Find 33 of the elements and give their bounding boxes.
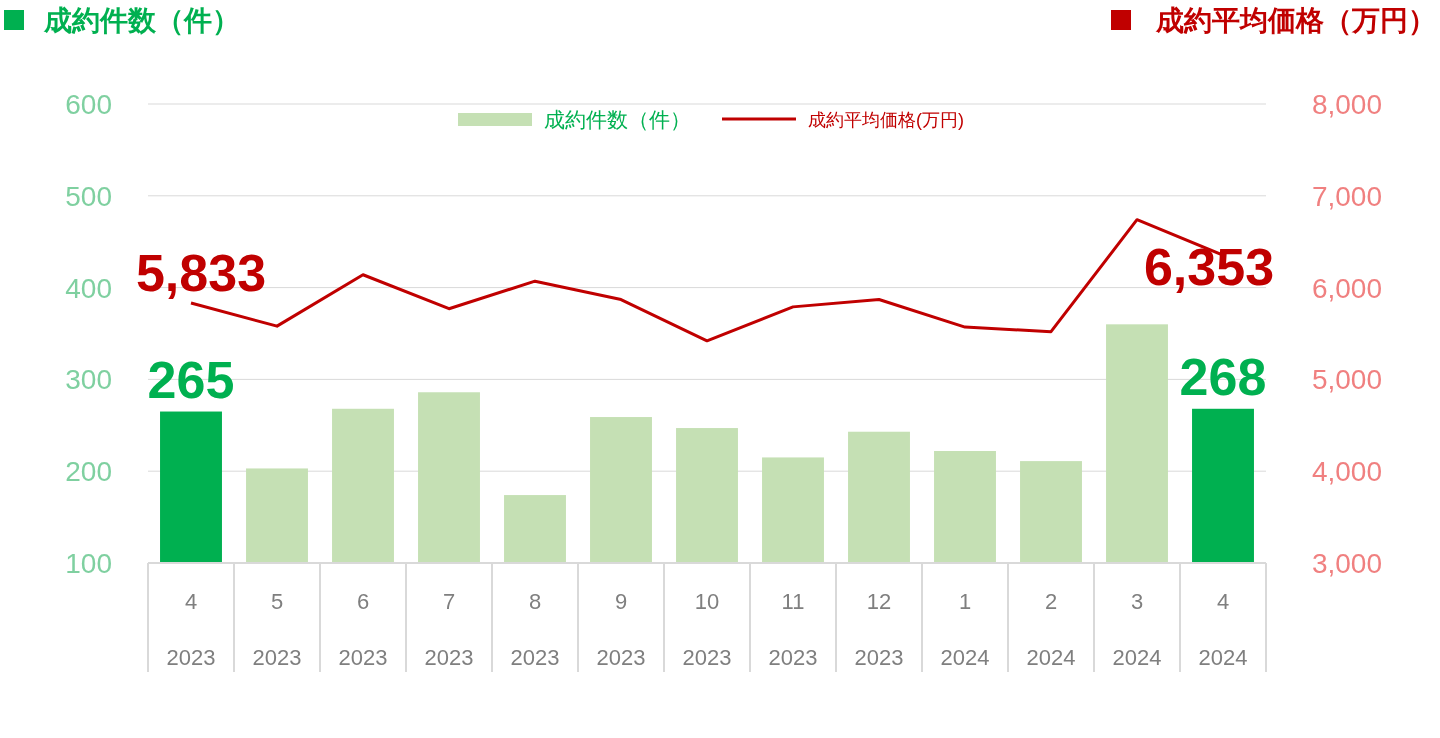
y-tick-label: 500 (65, 180, 112, 212)
category-label: 12 2023 (854, 589, 904, 670)
category-label: 2 2024 (1026, 589, 1076, 670)
data-label: 268 (1179, 347, 1267, 406)
y2-tick-label: 8,000 (1311, 89, 1382, 120)
y-tick-label: 300 (65, 364, 112, 396)
category-label: 1 2024 (940, 589, 990, 670)
category-label: 4 2023 (166, 589, 216, 670)
category-label: 5 2023 (252, 589, 302, 670)
category-label: 4 2024 (1198, 589, 1248, 670)
y-tick-label: 600 (65, 89, 112, 120)
y-tick-label: 200 (65, 456, 112, 488)
legend-label: 成約平均価格(万円) (808, 110, 964, 130)
y2-tick-label: 5,000 (1311, 364, 1382, 396)
y-tick-label: 400 (65, 272, 112, 304)
category-label: 10 2023 (682, 589, 732, 670)
category-label: 3 2024 (1112, 589, 1162, 670)
y2-tick-label: 4,000 (1311, 456, 1382, 488)
category-label: 9 2023 (596, 589, 646, 670)
data-label: 6,353 (1143, 238, 1275, 297)
category-label: 7 2023 (424, 589, 474, 670)
category-label: 8 2023 (510, 589, 560, 670)
y2-tick-label: 6,000 (1311, 272, 1382, 304)
data-label: 265 (147, 350, 235, 409)
y-tick-label: 100 (65, 548, 112, 579)
category-label: 11 2023 (768, 589, 818, 670)
category-label: 6 2023 (338, 589, 388, 670)
data-label: 5,833 (135, 243, 267, 302)
y-axis-title: 成約件数（件） (43, 5, 240, 36)
y2-axis-title: 成約平均価格（万円） (1155, 5, 1436, 36)
y2-tick-label: 7,000 (1311, 180, 1382, 212)
y2-tick-label: 3,000 (1311, 548, 1382, 579)
legend-label: 成約件数（件） (544, 108, 691, 131)
